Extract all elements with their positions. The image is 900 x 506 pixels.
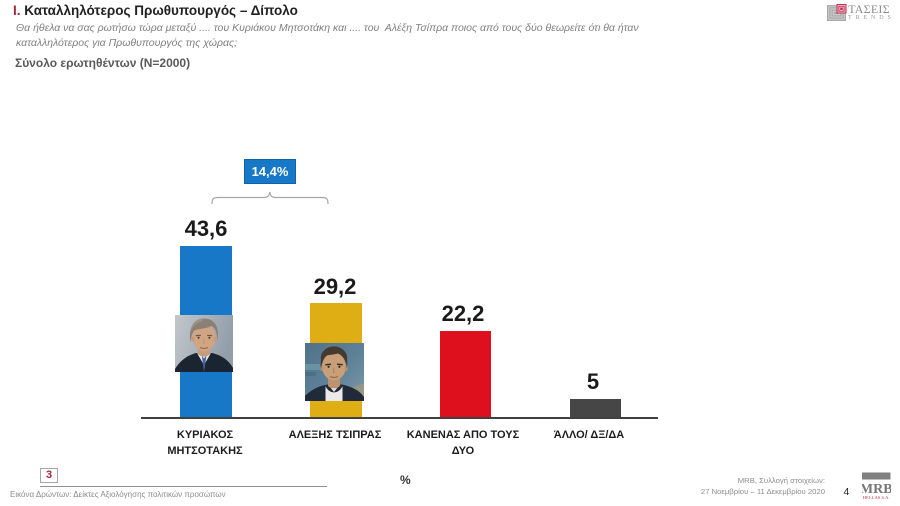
svg-text:HELLAS S.A.: HELLAS S.A. [863, 495, 890, 500]
svg-text:MRB: MRB [862, 482, 891, 497]
